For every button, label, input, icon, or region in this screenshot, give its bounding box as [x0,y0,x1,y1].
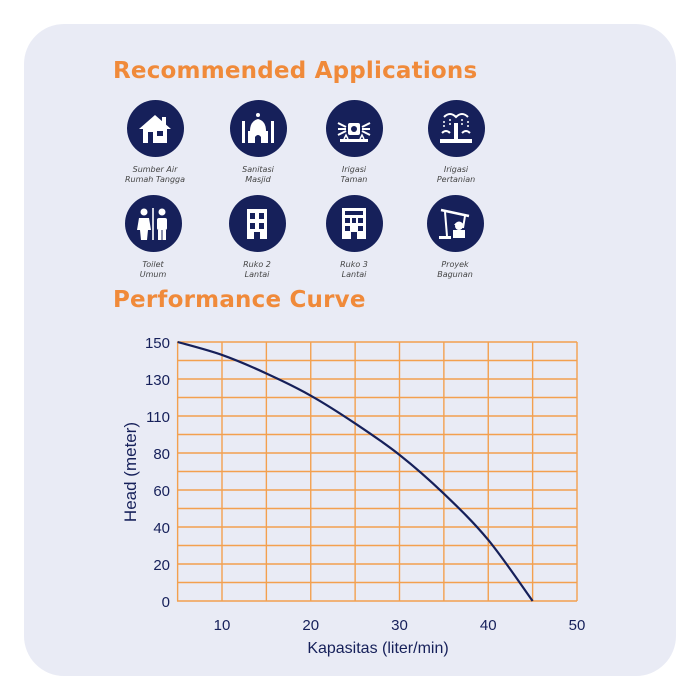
performance-title: Performance Curve [113,287,366,313]
chart-grid [176,341,578,602]
application-item: Sanitasi Masjid [203,100,313,185]
x-tick-label: 30 [391,617,408,634]
performance-curve-line [177,340,534,602]
curve-data-point [221,354,223,356]
application-item: Sumber Air Rumah Tangga [100,100,210,185]
application-label: Sanitasi Masjid [242,165,274,184]
curve-data-point [354,422,356,424]
curve-data-point [399,454,401,456]
y-tick-label: 0 [162,594,170,611]
application-label: Ruko 3 Lantai [340,260,368,279]
x-tick-label: 40 [480,617,497,634]
application-label: Irigasi Taman [340,165,368,184]
y-tick-label: 110 [146,409,170,426]
y-tick-labels: 0 20 40 60 80 110 130 150 [145,335,170,611]
application-item: Irigasi Taman [299,100,409,185]
construction-project-icon [426,195,484,252]
y-tick-label: 20 [153,557,170,574]
applications-title: Recommended Applications [113,58,478,84]
garden-irrigation-icon [325,100,383,157]
y-tick-label: 80 [153,446,170,463]
application-label: Irigasi Pertanian [436,165,476,184]
application-label: Proyek Bagunan [437,260,473,279]
x-axis-label: Kapasitas (liter/min) [307,640,448,657]
y-tick-label: 60 [153,483,170,500]
y-axis-label: Head (meter) [121,422,140,522]
two-storey-building-icon [228,195,286,252]
curve-data-point [443,493,445,495]
restroom-icon [124,195,182,252]
y-tick-label: 150 [145,335,170,352]
mosque-icon [229,100,287,157]
three-storey-building-icon [325,195,383,252]
x-tick-label: 10 [214,617,231,634]
y-tick-label: 40 [153,520,170,537]
application-item: Ruko 3 Lantai [299,195,409,280]
application-label: Toilet Umum [139,260,167,279]
x-tick-labels: 10 20 30 40 50 [214,617,586,634]
application-label: Sumber Air Rumah Tangga [124,165,185,184]
curve-data-point [310,395,312,397]
application-item: Ruko 2 Lantai [202,195,312,280]
application-label: Ruko 2 Lantai [243,260,271,279]
house-icon [126,100,184,157]
application-item: Proyek Bagunan [400,195,510,280]
curve-data-point [487,539,489,541]
curve-data-point [177,341,179,343]
curve-data-point [532,600,534,602]
x-tick-label: 50 [569,617,586,634]
farm-irrigation-icon [427,100,485,157]
curve-data-point [265,372,267,374]
x-tick-label: 20 [302,617,319,634]
application-item: Irigasi Pertanian [401,100,511,185]
y-tick-label: 130 [145,372,170,389]
application-item: Toilet Umum [98,195,208,280]
